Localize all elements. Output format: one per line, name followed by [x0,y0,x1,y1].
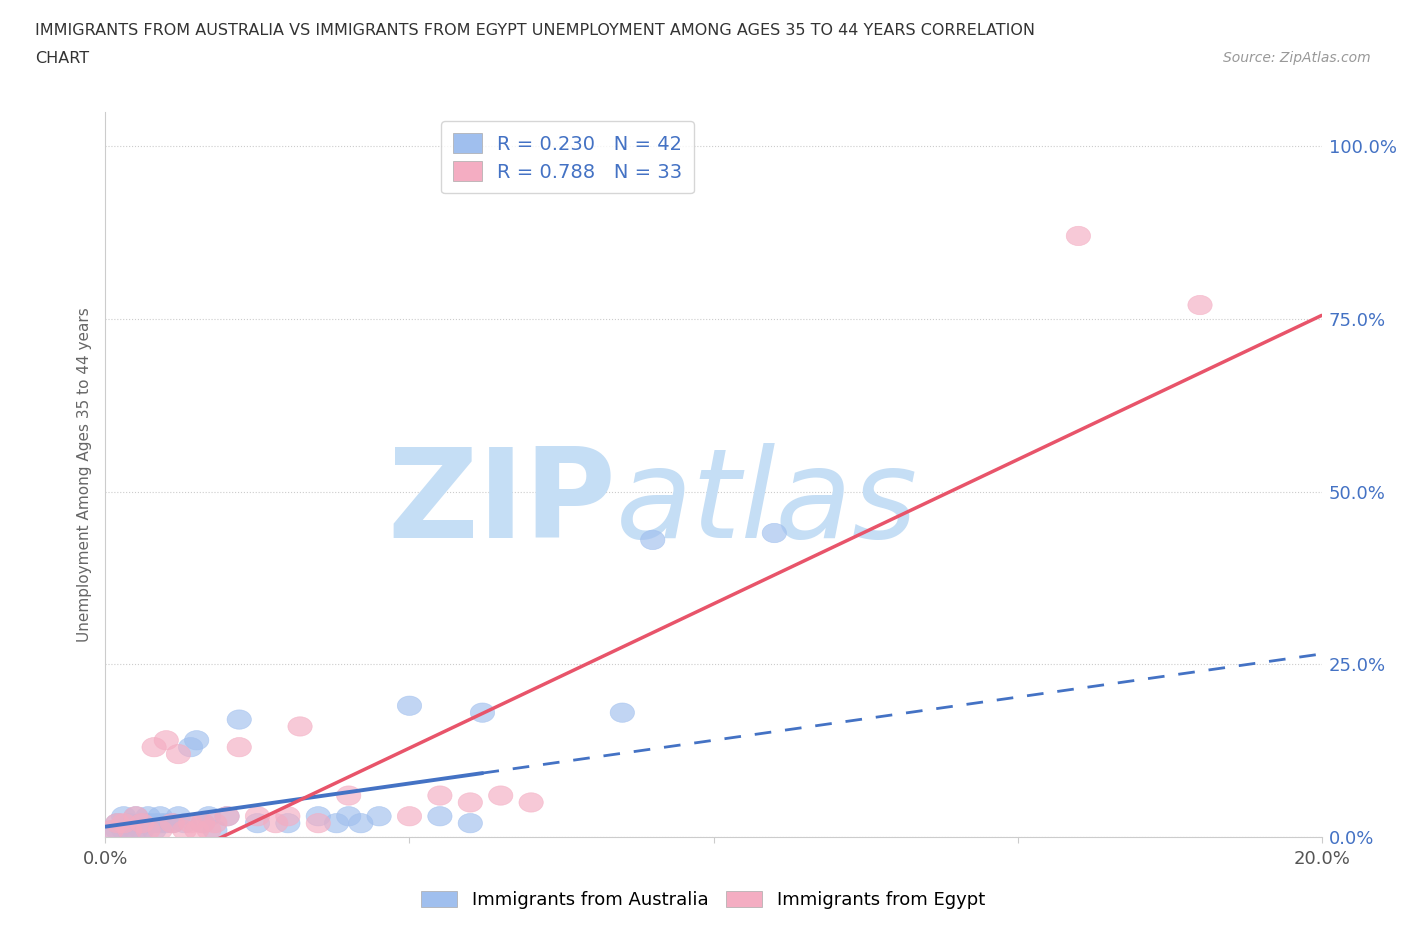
Text: ZIP: ZIP [388,443,616,564]
Ellipse shape [100,820,124,840]
Ellipse shape [641,530,665,550]
Ellipse shape [160,814,184,833]
Ellipse shape [111,820,136,840]
Ellipse shape [118,814,142,833]
Ellipse shape [118,820,142,840]
Ellipse shape [136,806,160,826]
Ellipse shape [129,820,155,840]
Ellipse shape [166,744,191,764]
Ellipse shape [129,814,155,833]
Legend: Immigrants from Australia, Immigrants from Egypt: Immigrants from Australia, Immigrants fr… [413,884,993,916]
Ellipse shape [111,814,136,833]
Ellipse shape [276,806,299,826]
Ellipse shape [173,814,197,833]
Ellipse shape [762,524,786,543]
Ellipse shape [288,717,312,737]
Ellipse shape [197,820,221,840]
Ellipse shape [148,820,173,840]
Ellipse shape [124,806,148,826]
Ellipse shape [197,806,221,826]
Ellipse shape [245,806,270,826]
Ellipse shape [367,806,391,826]
Ellipse shape [111,806,136,826]
Ellipse shape [427,786,453,805]
Ellipse shape [276,814,299,833]
Legend: R = 0.230   N = 42, R = 0.788   N = 33: R = 0.230 N = 42, R = 0.788 N = 33 [441,121,695,193]
Ellipse shape [184,731,209,750]
Ellipse shape [610,703,634,723]
Ellipse shape [1188,296,1212,314]
Ellipse shape [215,806,239,826]
Ellipse shape [245,814,270,833]
Ellipse shape [118,820,142,840]
Ellipse shape [336,786,361,805]
Ellipse shape [458,814,482,833]
Ellipse shape [124,806,148,826]
Text: atlas: atlas [616,443,918,564]
Ellipse shape [179,737,202,757]
Ellipse shape [519,792,543,812]
Ellipse shape [307,814,330,833]
Ellipse shape [427,806,453,826]
Ellipse shape [148,814,173,833]
Text: CHART: CHART [35,51,89,66]
Ellipse shape [142,820,166,840]
Ellipse shape [136,820,160,840]
Y-axis label: Unemployment Among Ages 35 to 44 years: Unemployment Among Ages 35 to 44 years [77,307,93,642]
Ellipse shape [349,814,373,833]
Text: Source: ZipAtlas.com: Source: ZipAtlas.com [1223,51,1371,65]
Ellipse shape [166,806,191,826]
Ellipse shape [307,806,330,826]
Ellipse shape [228,710,252,729]
Ellipse shape [325,814,349,833]
Ellipse shape [215,806,239,826]
Ellipse shape [191,814,215,833]
Ellipse shape [105,820,129,840]
Ellipse shape [160,814,184,833]
Ellipse shape [173,820,197,840]
Ellipse shape [202,814,228,833]
Ellipse shape [105,814,129,833]
Ellipse shape [488,786,513,805]
Ellipse shape [470,703,495,723]
Ellipse shape [191,814,215,833]
Ellipse shape [336,806,361,826]
Ellipse shape [1066,226,1091,246]
Ellipse shape [142,737,166,757]
Ellipse shape [398,806,422,826]
Ellipse shape [398,696,422,715]
Ellipse shape [202,820,228,840]
Ellipse shape [124,820,148,840]
Ellipse shape [100,820,124,840]
Text: IMMIGRANTS FROM AUSTRALIA VS IMMIGRANTS FROM EGYPT UNEMPLOYMENT AMONG AGES 35 TO: IMMIGRANTS FROM AUSTRALIA VS IMMIGRANTS … [35,23,1035,38]
Ellipse shape [155,731,179,750]
Ellipse shape [142,814,166,833]
Ellipse shape [136,814,160,833]
Ellipse shape [263,814,288,833]
Ellipse shape [179,814,202,833]
Ellipse shape [228,737,252,757]
Ellipse shape [129,814,155,833]
Ellipse shape [148,806,173,826]
Ellipse shape [105,814,129,833]
Ellipse shape [155,814,179,833]
Ellipse shape [184,820,209,840]
Ellipse shape [458,792,482,812]
